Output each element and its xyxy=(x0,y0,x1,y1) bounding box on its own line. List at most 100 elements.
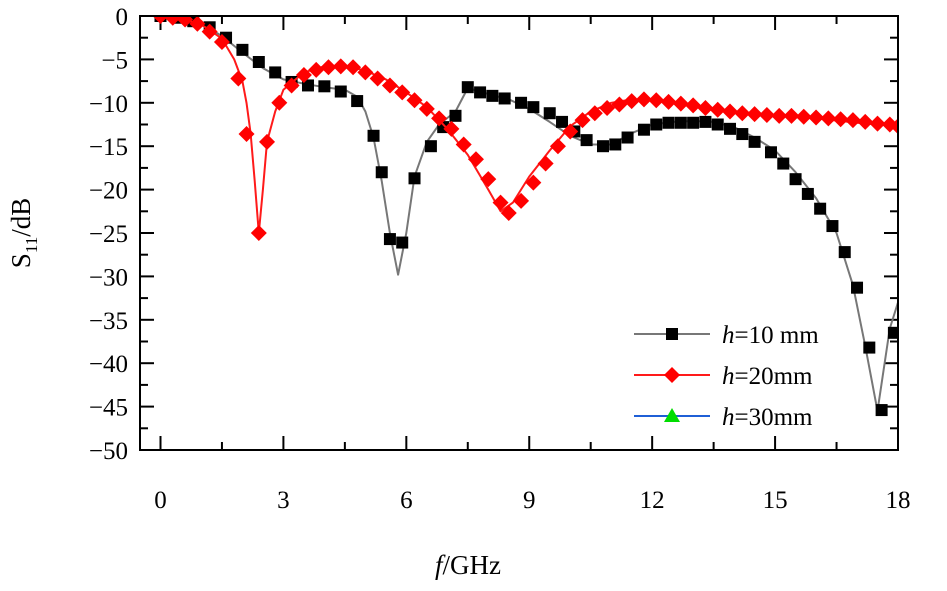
series-2-point xyxy=(623,93,640,110)
series-2-point xyxy=(271,94,288,111)
series-2-point xyxy=(480,171,497,188)
series-1-point xyxy=(474,86,487,99)
series-1-point xyxy=(789,173,802,186)
series-1-point xyxy=(736,128,749,141)
series-1-point xyxy=(724,122,737,135)
plot-frame xyxy=(139,15,899,451)
series-2-point xyxy=(259,133,276,150)
y-tick-label: −25 xyxy=(89,221,128,248)
series-2-point xyxy=(500,205,517,222)
series-1-point xyxy=(887,326,898,339)
series-1-point xyxy=(838,246,851,259)
series-2-point xyxy=(308,61,325,78)
series-2-point xyxy=(201,23,218,40)
y-tick-label: 0 xyxy=(116,4,129,31)
x-tick-label: 6 xyxy=(400,487,413,514)
series-1-point xyxy=(814,202,827,215)
x-axis-label-italic: f xyxy=(435,550,446,580)
series-2-point xyxy=(431,110,448,127)
legend-label-rest: =30mm xyxy=(735,404,814,431)
tick-labels: 0 3 6 9 12 15 18 0 −5 −10 −15 −20 −25 −30 −35 −40 −45 −50 xyxy=(89,4,911,514)
legend-marker-3 xyxy=(664,408,680,422)
series-1-point xyxy=(543,107,556,120)
y-axis-label: S11/dB xyxy=(6,198,41,268)
series-2-point xyxy=(345,59,362,76)
x-axis-label-rest: /GHz xyxy=(443,550,501,580)
series-2 xyxy=(152,16,898,241)
series-2-point xyxy=(357,64,374,81)
legend-label-3: h=30mm xyxy=(722,404,813,431)
x-tick-label: 12 xyxy=(640,487,665,514)
series-2-point xyxy=(230,70,247,87)
series-1-point xyxy=(699,115,712,128)
series-2-point xyxy=(213,34,230,51)
series-2-point xyxy=(152,16,169,24)
x-axis-label: f/GHz xyxy=(435,550,501,580)
series-2-point xyxy=(771,107,788,124)
series-2-point xyxy=(648,92,665,109)
series-1-point xyxy=(236,43,249,56)
series-2-line xyxy=(160,16,898,234)
series-2-point xyxy=(844,112,861,129)
legend-marker-1 xyxy=(666,328,678,340)
series-2-point xyxy=(369,70,386,87)
series-1-point xyxy=(383,233,396,246)
y-tick-label: −40 xyxy=(89,351,128,378)
series-2-point xyxy=(455,136,472,153)
series-1-point xyxy=(711,118,724,131)
series-2-point xyxy=(635,91,652,108)
legend-label-2: h=20mm xyxy=(722,363,813,390)
legend-label-rest: =10 mm xyxy=(735,322,820,349)
legend-label-1: h=10 mm xyxy=(722,322,819,349)
series-1-point xyxy=(375,166,388,179)
y-tick-label: −15 xyxy=(89,134,128,161)
series-2-point xyxy=(283,77,300,94)
series-2-point xyxy=(746,106,763,123)
series-1-point xyxy=(367,129,380,142)
series-1-point xyxy=(764,146,777,159)
series-2-point xyxy=(406,92,423,109)
series-1-point xyxy=(580,134,593,147)
series-2-point xyxy=(189,16,206,32)
series-1-point xyxy=(486,89,499,102)
series-2-point xyxy=(672,95,689,112)
series-2-point xyxy=(549,138,566,155)
series-2-point xyxy=(320,59,337,76)
series-2-point xyxy=(795,108,812,125)
y-tick-label: −30 xyxy=(89,264,128,291)
series-2-point xyxy=(611,96,628,113)
y-axis-label-sub: 11 xyxy=(22,237,41,253)
series-1-point xyxy=(318,80,331,93)
y-tick-label: −10 xyxy=(89,91,128,118)
series-2-point xyxy=(418,100,435,117)
x-tick-label: 0 xyxy=(154,487,167,514)
series-1-point xyxy=(424,140,437,153)
series-2-point xyxy=(381,77,398,94)
series-2-point xyxy=(525,174,542,191)
series-2-point xyxy=(467,151,484,168)
x-tick-label: 9 xyxy=(523,487,536,514)
y-tick-label: −5 xyxy=(101,47,128,74)
series-2-point xyxy=(808,109,825,126)
legend-label-italic: h xyxy=(722,322,735,349)
series-1-point xyxy=(408,172,421,185)
series-2-point xyxy=(734,105,751,122)
series-1-point xyxy=(748,135,761,148)
series-1-point xyxy=(650,118,663,131)
series-2-point xyxy=(685,97,702,114)
series-2-point xyxy=(295,67,312,84)
x-tick-label: 18 xyxy=(886,487,911,514)
series-2-point xyxy=(832,111,849,128)
series-2-point xyxy=(783,107,800,124)
series-2-point xyxy=(586,105,603,122)
legend-label-italic: h xyxy=(722,404,735,431)
series-1 xyxy=(154,16,898,417)
series-1-point xyxy=(351,95,364,108)
series-2-point xyxy=(537,155,554,172)
x-tick-label: 3 xyxy=(277,487,290,514)
series-2-point xyxy=(562,123,579,140)
series-1-point xyxy=(515,96,528,109)
series-1-point xyxy=(687,116,700,129)
series-1-point xyxy=(875,404,888,417)
series-2-point xyxy=(238,126,255,143)
